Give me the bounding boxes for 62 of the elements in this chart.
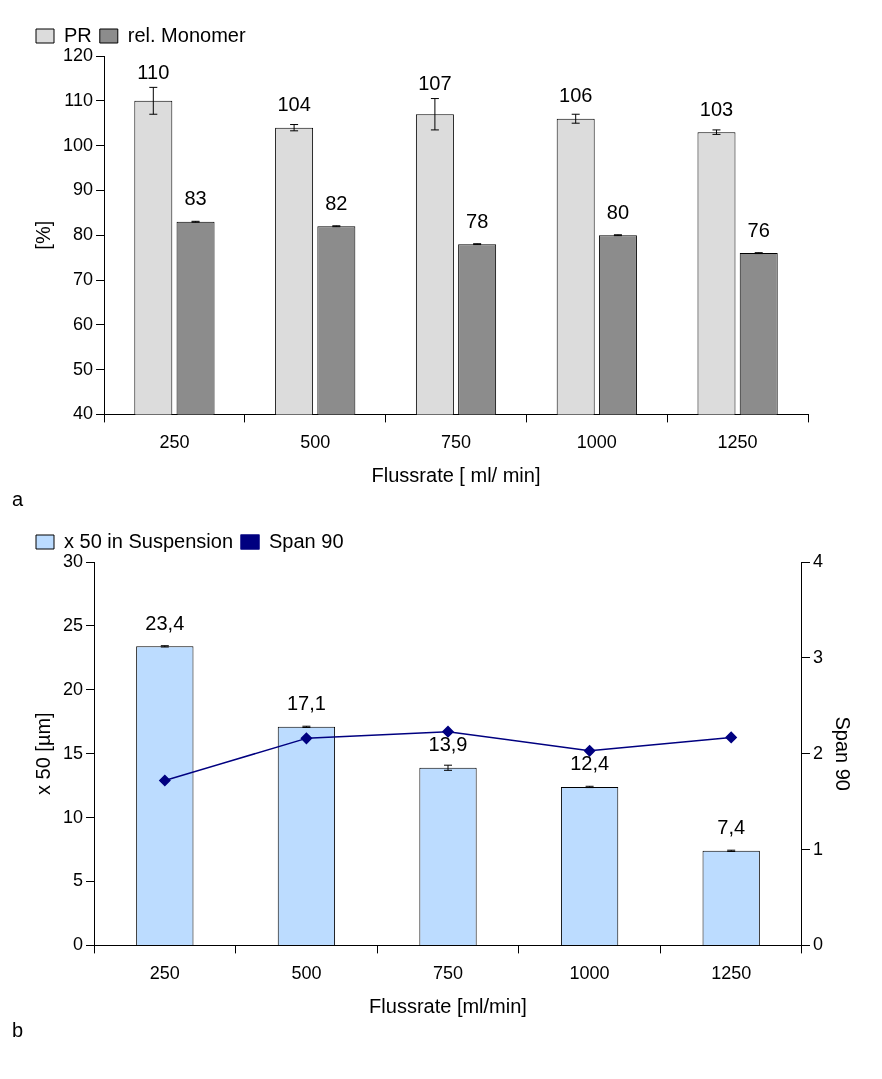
data-label: 78	[466, 209, 489, 232]
x-tick-label: 500	[300, 432, 331, 453]
y-axis-title: x 50 [µm]	[31, 712, 54, 796]
data-label: 17,1	[286, 692, 326, 715]
x-tick-label: 1000	[576, 432, 617, 453]
y-tick-label: 0	[73, 934, 84, 955]
point	[583, 745, 596, 757]
data-label: 82	[325, 191, 348, 214]
data-label: 107	[418, 72, 452, 95]
data-label: 103	[699, 97, 734, 120]
y2-tick-label: 1	[812, 838, 823, 859]
y2-tick-label: 0	[812, 934, 823, 955]
data-label: 12,4	[570, 752, 610, 775]
y-axis-title: [%]	[31, 220, 54, 250]
y-tick-label: 50	[73, 358, 94, 379]
x-tick-label: 250	[149, 963, 180, 984]
legend-label: rel. Monomer	[127, 23, 246, 46]
data-label: 83	[184, 187, 207, 210]
y-tick-label: 80	[73, 224, 94, 245]
y-tick-label: 30	[62, 550, 84, 571]
y-tick-label: 40	[73, 403, 94, 424]
point	[300, 732, 313, 745]
point	[159, 774, 171, 787]
y2-tick-label: 2	[812, 742, 823, 763]
y2-tick-label: 4	[812, 550, 823, 571]
y-tick-label: 110	[64, 89, 94, 110]
data-label: 76	[747, 218, 770, 241]
x-tick-label: 500	[291, 963, 322, 984]
y2-tick-label: 3	[812, 646, 823, 667]
data-label: 110	[137, 60, 170, 83]
y-tick-label: 20	[62, 678, 84, 699]
y-tick-label: 120	[62, 44, 94, 65]
y-tick-label: 15	[62, 742, 84, 763]
data-label: 7,4	[717, 816, 746, 839]
legend-label: x 50 in Suspension	[64, 529, 234, 552]
data-label: 13,9	[428, 733, 468, 756]
data-label: 106	[559, 84, 593, 107]
legend-label: Span 90	[269, 529, 344, 552]
y-tick-label: 70	[73, 268, 94, 289]
y-tick-label: 10	[62, 806, 84, 827]
x-tick-label: 1250	[717, 432, 758, 453]
text: a	[11, 488, 25, 512]
y-tick-label: 5	[73, 870, 84, 891]
data-label: 80	[606, 200, 630, 223]
y2-axis-title: Span 90	[832, 716, 855, 791]
x-tick-label: 250	[159, 432, 190, 453]
text: b	[11, 1019, 25, 1043]
point	[725, 731, 737, 744]
x-axis-title: Flussrate [ ml/ min]	[371, 463, 541, 486]
x-tick-label: 750	[440, 432, 472, 453]
x-tick-label: 750	[432, 963, 464, 984]
legend-label: PR	[64, 23, 92, 46]
point	[442, 725, 454, 738]
y-tick-label: 90	[73, 179, 94, 200]
y-tick-label: 25	[62, 614, 84, 635]
y-tick-label: 100	[62, 134, 94, 155]
x-tick-label: 1250	[711, 963, 752, 984]
x-tick-label: 1000	[569, 963, 610, 984]
data-label: 104	[277, 93, 311, 116]
data-label: 23,4	[145, 611, 185, 634]
y-tick-label: 60	[73, 313, 94, 334]
x-axis-title: Flussrate [ml/min]	[369, 994, 527, 1017]
